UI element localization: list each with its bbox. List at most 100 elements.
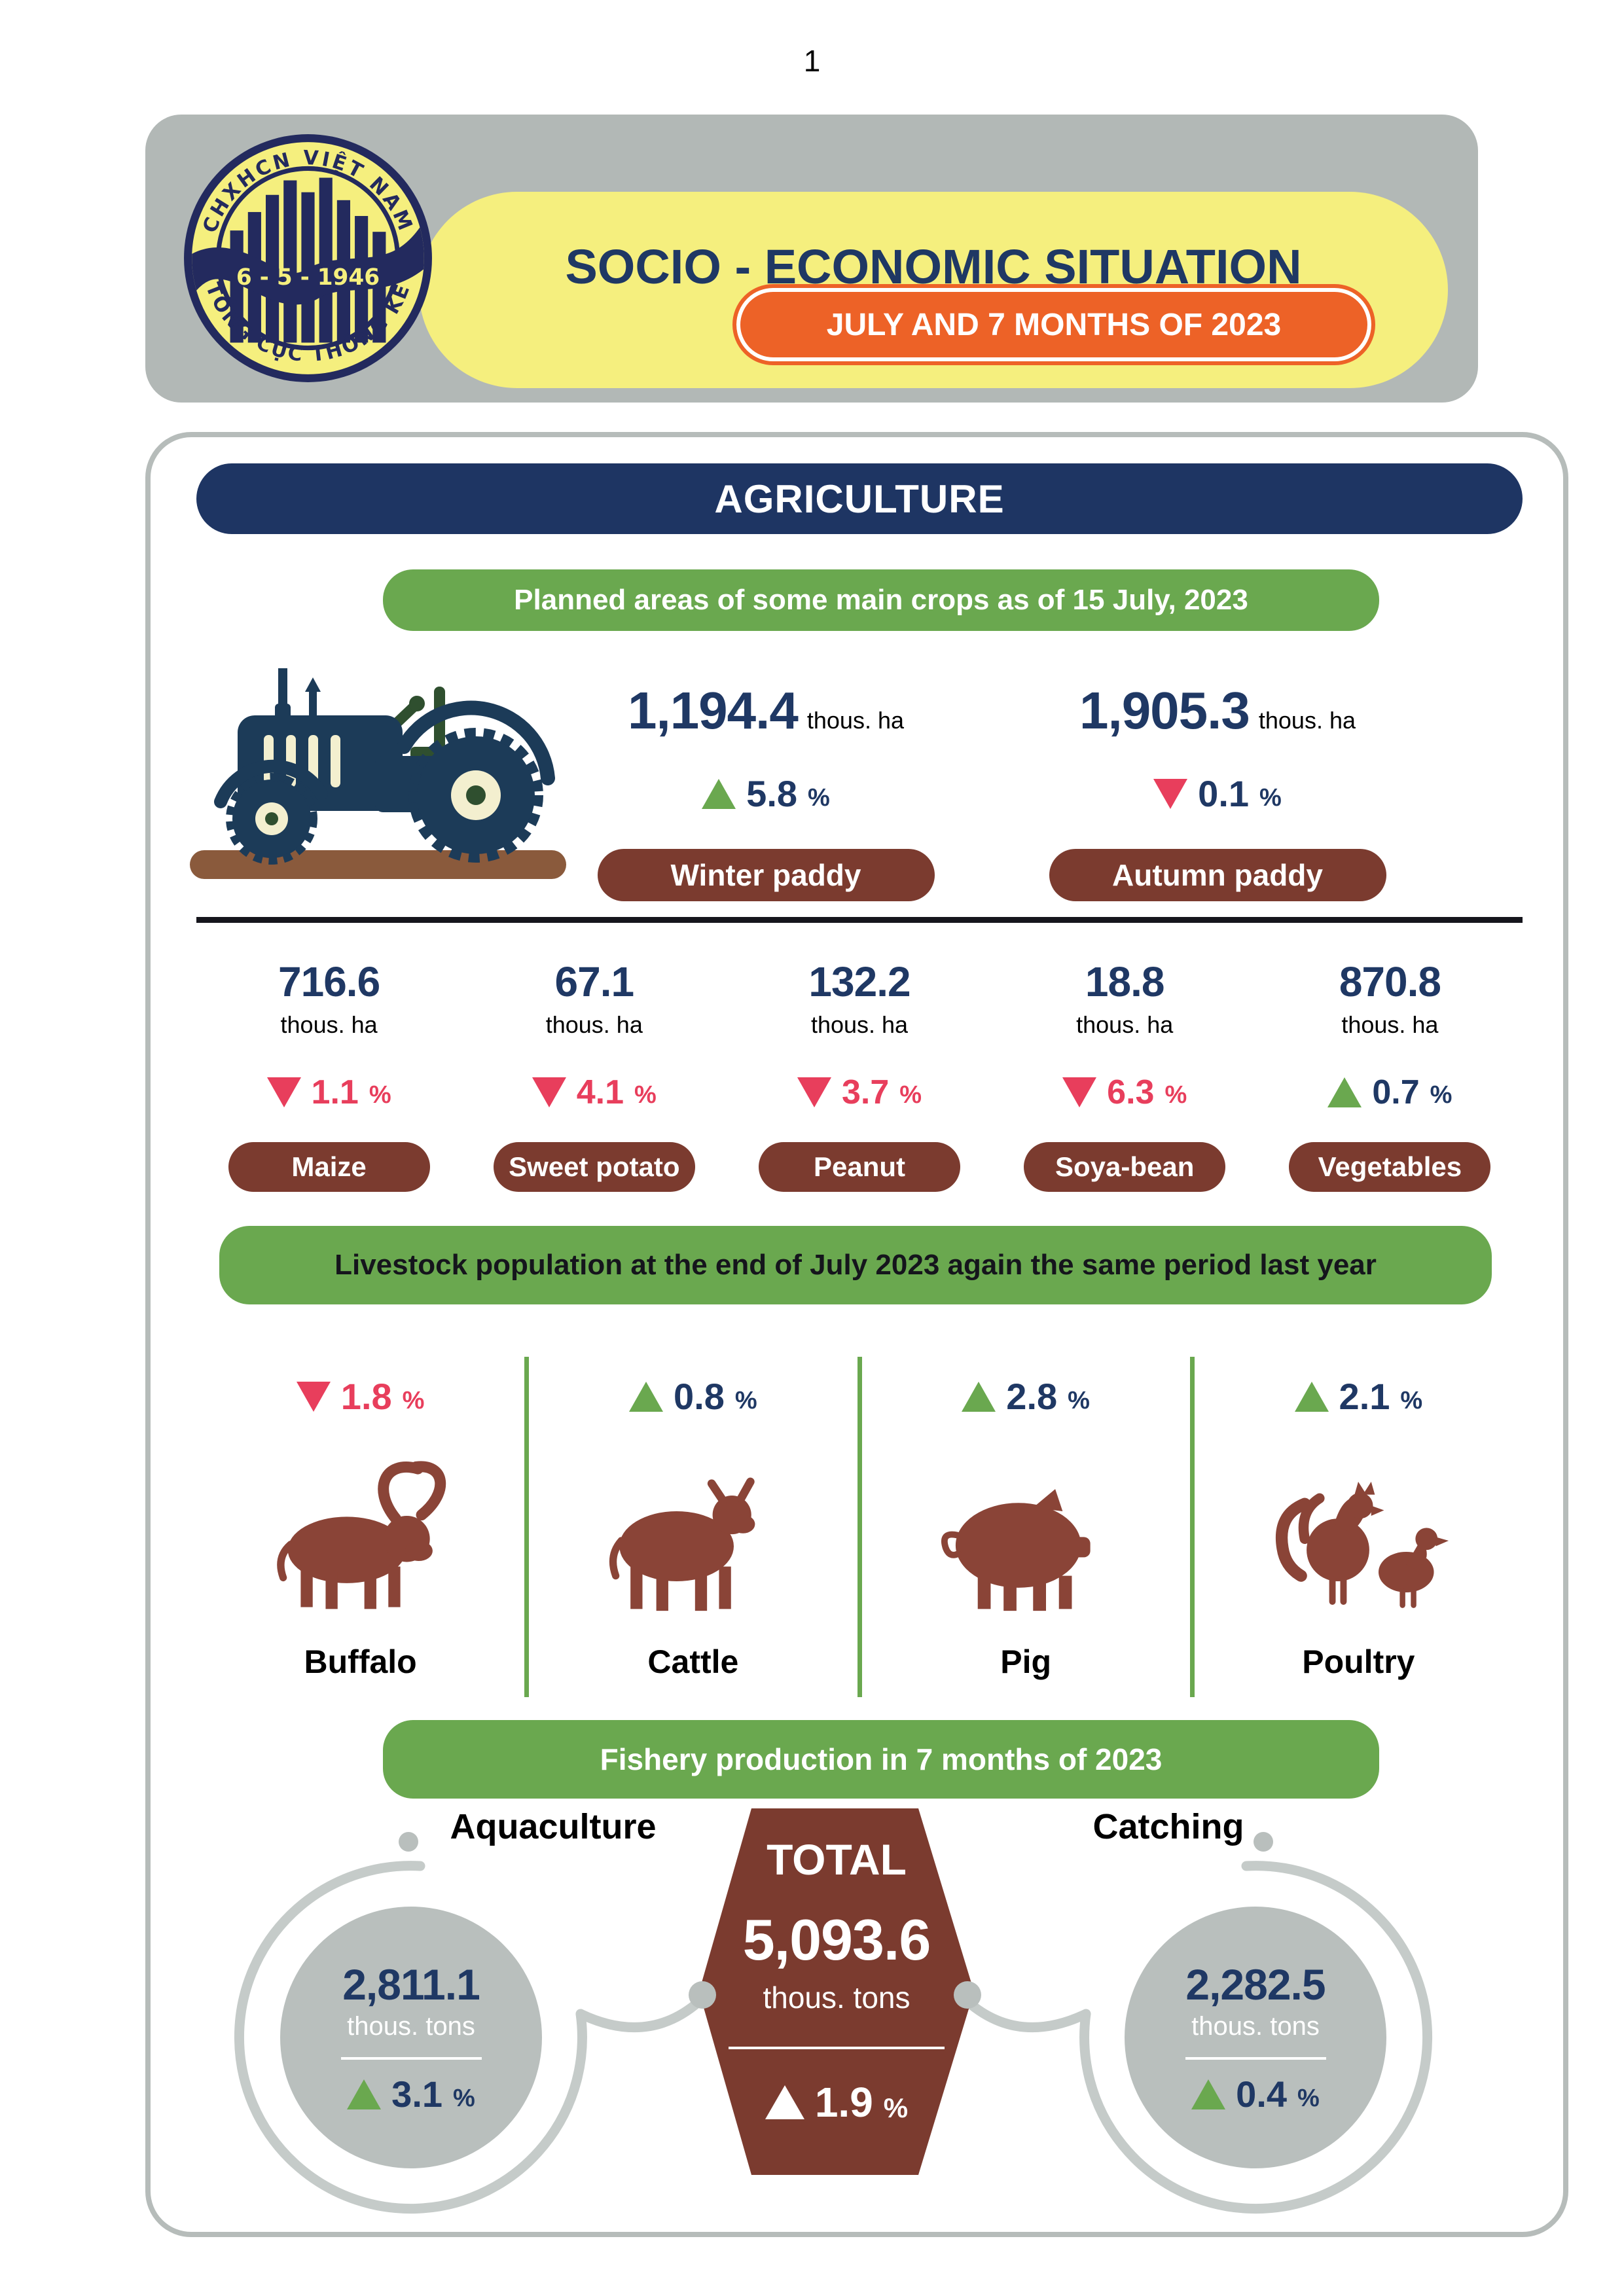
winter-paddy-label: Winter paddy [597,849,935,901]
buffalo-icon [259,1441,462,1631]
crop-change: 0.7% [1327,1073,1452,1112]
crop-value: 870.8 [1339,958,1441,1005]
catching-value: 2,282.5 [1185,1960,1326,2009]
total-value: 5,093.6 [742,1907,931,1972]
crop-unit: thous. ha [1341,1011,1439,1038]
winter-paddy-unit: thous. ha [806,707,905,734]
crop-unit: thous. ha [810,1011,909,1038]
livestock-change: 1.8% [296,1375,424,1418]
page-number: 1 [803,44,821,78]
subtitle: JULY AND 7 MONTHS OF 2023 [826,307,1282,342]
crop-change: 3.7% [797,1073,922,1112]
crop-unit: thous. ha [545,1011,643,1038]
crop-item: 18.8 thous. ha 6.3% Soya-bean [992,958,1257,1192]
crops-banner: Planned areas of some main crops as of 1… [383,569,1379,631]
crop-change: 4.1% [532,1073,657,1112]
winter-paddy-block: 1,194.4 thous. ha 5.8 % Winter paddy [583,681,949,901]
crop-item: 132.2 thous. ha 3.7% Peanut [727,958,992,1192]
livestock-change: 2.1% [1294,1375,1422,1418]
crops-banner-text: Planned areas of some main crops as of 1… [514,584,1248,616]
autumn-paddy-change: 0.1 % [1153,772,1282,815]
livestock-item: 0.8% Cattle [524,1357,857,1697]
total-block: TOTAL 5,093.6 thous. tons 1.9 % [699,1808,974,2175]
crop-change: 1.1% [266,1073,391,1112]
livestock-banner: Livestock population at the end of July … [219,1226,1492,1304]
crop-value: 18.8 [1085,958,1165,1005]
aquaculture-change: 3.1 % [347,2073,475,2115]
divider [729,2047,945,2049]
autumn-paddy-value: 1,905.3 thous. ha [1034,681,1401,741]
crop-label: Sweet potato [493,1142,695,1192]
total-label: TOTAL [767,1835,907,1884]
crop-label: Peanut [759,1142,960,1192]
fishery-banner: Fishery production in 7 months of 2023 [383,1720,1379,1799]
cattle-icon [592,1441,795,1631]
triangle-up-icon [1327,1077,1362,1107]
divider [340,2057,482,2060]
triangle-down-icon [296,1381,331,1412]
triangle-up-icon [962,1381,996,1412]
triangle-up-icon [347,2079,382,2109]
livestock-label: Pig [1000,1643,1052,1680]
crop-value: 132.2 [808,958,911,1005]
fishery-banner-text: Fishery production in 7 months of 2023 [600,1742,1163,1776]
triangle-up-icon [702,778,736,809]
livestock-label: Cattle [647,1643,739,1680]
crop-change: 6.3% [1062,1073,1187,1112]
catching-label: Catching [1092,1807,1244,1846]
crop-label: Vegetables [1289,1142,1491,1192]
triangle-down-icon [1153,778,1188,809]
aquaculture-unit: thous. tons [347,2012,475,2041]
crop-value: 67.1 [554,958,635,1005]
section-title: AGRICULTURE [714,476,1005,521]
aquaculture-label: Aquaculture [450,1807,657,1846]
livestock-row: 1.8% Buffalo 0.8% Cattle 2.8% Pig [196,1357,1523,1697]
autumn-paddy-block: 1,905.3 thous. ha 0.1 % Autumn paddy [1034,681,1401,901]
crop-label: Soya-bean [1024,1142,1226,1192]
divider-line [196,917,1523,923]
triangle-up-icon [629,1381,664,1412]
aquaculture-circle: 2,811.1 thous. tons 3.1 % [280,1907,542,2168]
crop-value: 716.6 [278,958,380,1005]
crop-unit: thous. ha [280,1011,378,1038]
crop-item: 870.8 thous. ha 0.7% Vegetables [1257,958,1523,1192]
crop-label: Maize [228,1142,430,1192]
page-title: SOCIO - ECONOMIC SITUATION [565,240,1302,294]
total-hexagon [699,1808,974,2175]
triangle-down-icon [1062,1077,1097,1107]
livestock-item: 2.8% Pig [857,1357,1190,1697]
header: SOCIO - ECONOMIC SITUATION JULY AND 7 MO… [145,115,1478,403]
crop-item: 716.6 thous. ha 1.1% Maize [196,958,461,1192]
triangle-down-icon [532,1077,566,1107]
catching-change: 0.4 % [1191,2073,1320,2115]
triangle-up-icon [1191,2079,1226,2109]
catching-circle: 2,282.5 thous. tons 0.4 % [1125,1907,1386,2168]
triangle-up-icon [1294,1381,1329,1412]
pig-icon [924,1441,1127,1631]
livestock-change: 0.8% [629,1375,757,1418]
total-change: 1.9 % [765,2078,908,2126]
section-title-banner: AGRICULTURE [196,463,1523,534]
winter-paddy-number: 1,194.4 [627,681,799,740]
livestock-label: Poultry [1302,1643,1415,1680]
total-unit: thous. tons [763,1981,911,2015]
livestock-banner-text: Livestock population at the end of July … [334,1249,1377,1281]
triangle-down-icon [797,1077,831,1107]
crop-item: 67.1 thous. ha 4.1% Sweet potato [461,958,727,1192]
fishery-diagram [234,1808,1433,2214]
livestock-label: Buffalo [304,1643,417,1680]
crops-row: 716.6 thous. ha 1.1% Maize 67.1 thous. ha 4.1%… [196,958,1523,1192]
triangle-down-icon [266,1077,301,1107]
crop-unit: thous. ha [1076,1011,1174,1038]
livestock-item: 2.1% Poultry [1189,1357,1523,1697]
autumn-paddy-number: 1,905.3 [1079,681,1250,740]
livestock-item: 1.8% Buffalo [196,1357,524,1697]
gso-logo-icon: 6 - 5 - 1946 CHXHCN VIỆT NAM TỔNG CỤC TH… [184,134,432,382]
divider [1185,2057,1326,2060]
poultry-icon [1257,1441,1460,1631]
aquaculture-value: 2,811.1 [342,1960,480,2009]
autumn-paddy-label: Autumn paddy [1049,849,1386,901]
agriculture-card: AGRICULTURE Planned areas of some main c… [145,432,1568,2237]
livestock-change: 2.8% [962,1375,1090,1418]
